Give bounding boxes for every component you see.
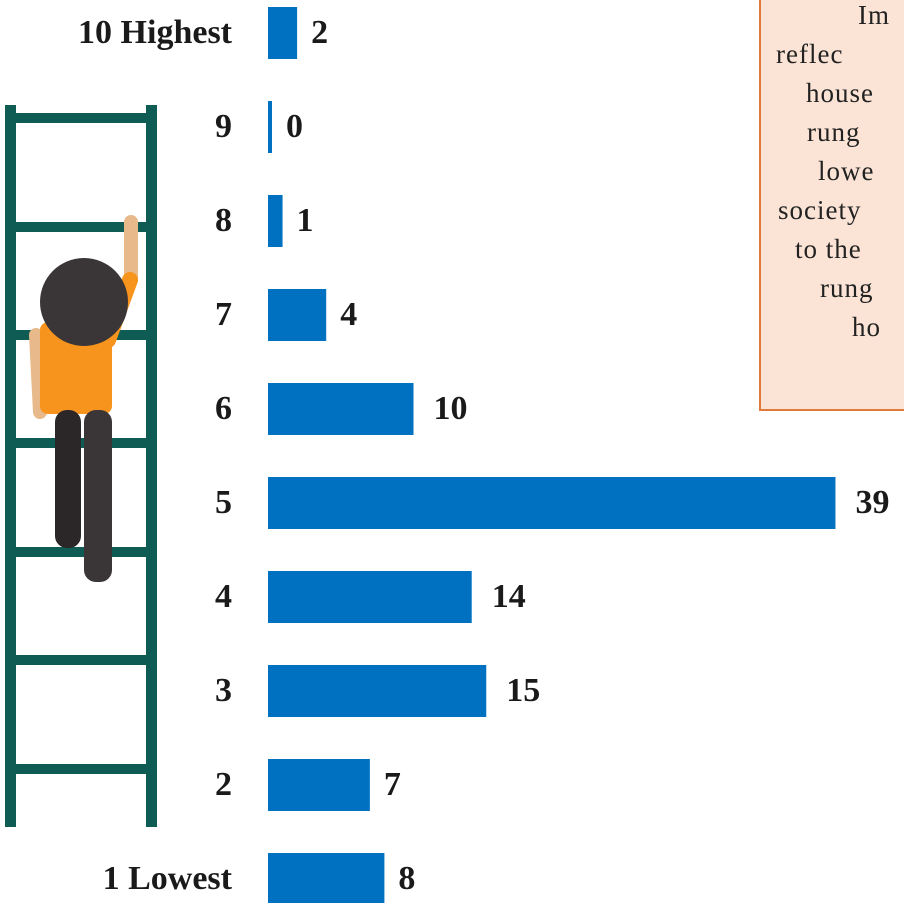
person-leg <box>55 410 81 548</box>
ladder-rung <box>5 547 157 557</box>
person-leg <box>84 410 112 582</box>
value-label: 7 <box>384 766 401 803</box>
value-label: 15 <box>506 672 540 709</box>
category-label: 2 <box>215 766 232 803</box>
bar <box>268 101 272 153</box>
note-line: reflec <box>776 39 843 69</box>
note-line: to the <box>795 234 862 264</box>
category-label: 9 <box>215 108 232 145</box>
category-label: 8 <box>215 202 232 239</box>
value-label: 8 <box>398 860 415 897</box>
bar <box>268 195 283 247</box>
bar <box>268 383 414 435</box>
value-label: 39 <box>855 484 889 521</box>
category-label: 6 <box>215 390 232 427</box>
ladder-illustration <box>5 105 157 827</box>
note-line: rung <box>807 117 861 147</box>
bar <box>268 853 384 903</box>
person-head <box>40 258 128 346</box>
value-label: 10 <box>434 390 468 427</box>
note-line: lowe <box>818 156 874 186</box>
category-label: 4 <box>215 578 232 615</box>
person-arm <box>36 335 40 412</box>
ladder-rung <box>5 113 157 123</box>
category-label: 10 Highest <box>78 14 233 51</box>
bar <box>268 665 486 717</box>
ladder-rail <box>5 105 16 827</box>
ladder-rail <box>146 105 157 827</box>
bar <box>268 571 472 623</box>
note-line: society <box>778 195 861 225</box>
bar <box>268 759 370 811</box>
note-line: rung <box>820 273 874 303</box>
value-label: 14 <box>492 578 526 615</box>
chart: 10 Highest2908174610539414315271 Lowest8… <box>0 0 904 903</box>
ladder-rung <box>5 764 157 774</box>
note-line: ho <box>852 312 881 342</box>
bar <box>268 289 326 341</box>
ladder-rung <box>5 655 157 665</box>
category-label: 7 <box>215 296 232 333</box>
value-label: 0 <box>286 108 303 145</box>
note-line: house <box>806 78 874 108</box>
value-label: 4 <box>340 296 357 333</box>
bar <box>268 7 297 59</box>
note-line: Im <box>858 0 890 30</box>
category-label: 1 Lowest <box>103 860 233 897</box>
value-label: 2 <box>311 14 328 51</box>
category-label: 5 <box>215 484 232 521</box>
bar <box>268 477 835 529</box>
value-label: 1 <box>297 202 314 239</box>
category-label: 3 <box>215 672 232 709</box>
